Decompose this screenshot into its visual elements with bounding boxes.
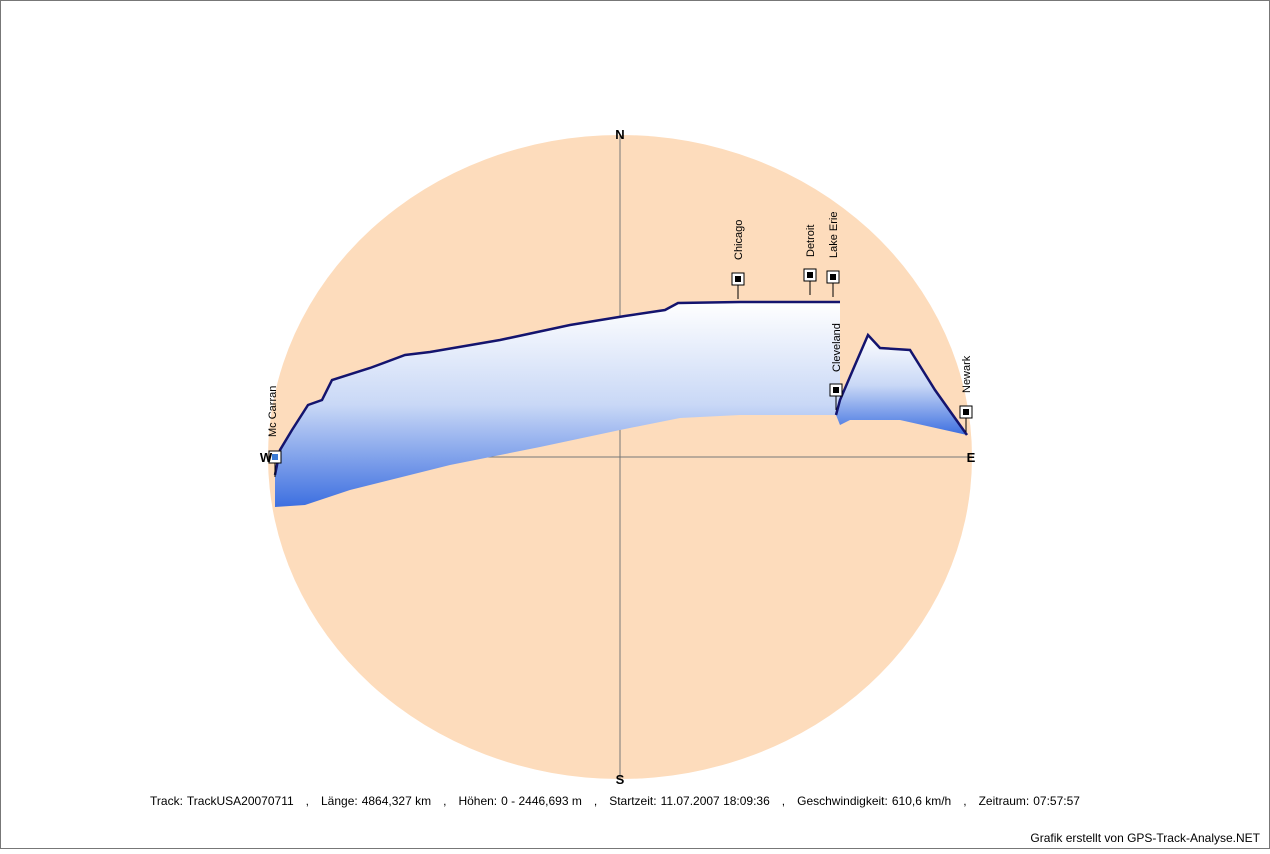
track-line <box>273 300 840 476</box>
info-label: Höhen: <box>458 794 497 808</box>
waypoint-label: Lake Erie <box>828 212 840 258</box>
compass-n: N <box>615 127 624 142</box>
track-area-west <box>275 302 840 507</box>
separator: , <box>306 794 309 808</box>
info-value: 610,6 km/h <box>892 794 951 808</box>
info-value: 07:57:57 <box>1033 794 1080 808</box>
waypoint-dot <box>807 272 813 278</box>
info-value: 11.07.2007 18:09:36 <box>661 794 771 808</box>
waypoint-dot <box>963 409 969 415</box>
waypoint-label: Chicago <box>733 220 745 260</box>
info-label: Zeitraum: <box>979 794 1030 808</box>
info-label: Geschwindigkeit: <box>797 794 888 808</box>
track-info: Track: TrackUSA20070711, Länge: 4864,327 km… <box>150 794 1080 808</box>
waypoint-dot <box>833 387 839 393</box>
waypoint-label: Newark <box>961 355 973 393</box>
info-value: 0 - 2446,693 m <box>501 794 582 808</box>
waypoint-dot <box>272 454 278 460</box>
waypoint-label: Mc Carran <box>267 386 279 437</box>
info-label: Track: <box>150 794 183 808</box>
compass-s: S <box>616 772 625 787</box>
separator: , <box>443 794 446 808</box>
info-value: TrackUSA20070711 <box>187 794 294 808</box>
compass-w: W <box>260 450 273 465</box>
waypoint-label: Cleveland <box>831 323 843 372</box>
credit: Grafik erstellt von GPS-Track-Analyse.NE… <box>1030 831 1260 845</box>
separator: , <box>782 794 785 808</box>
waypoint-label: Detroit <box>805 225 817 257</box>
info-label: Länge: <box>321 794 358 808</box>
track-area-east <box>836 335 967 435</box>
separator: , <box>594 794 597 808</box>
info-value: 4864,327 km <box>362 794 431 808</box>
compass-e: E <box>967 450 976 465</box>
waypoint-dot <box>735 276 741 282</box>
waypoint-dot <box>830 274 836 280</box>
info-label: Startzeit: <box>609 794 656 808</box>
separator: , <box>963 794 966 808</box>
